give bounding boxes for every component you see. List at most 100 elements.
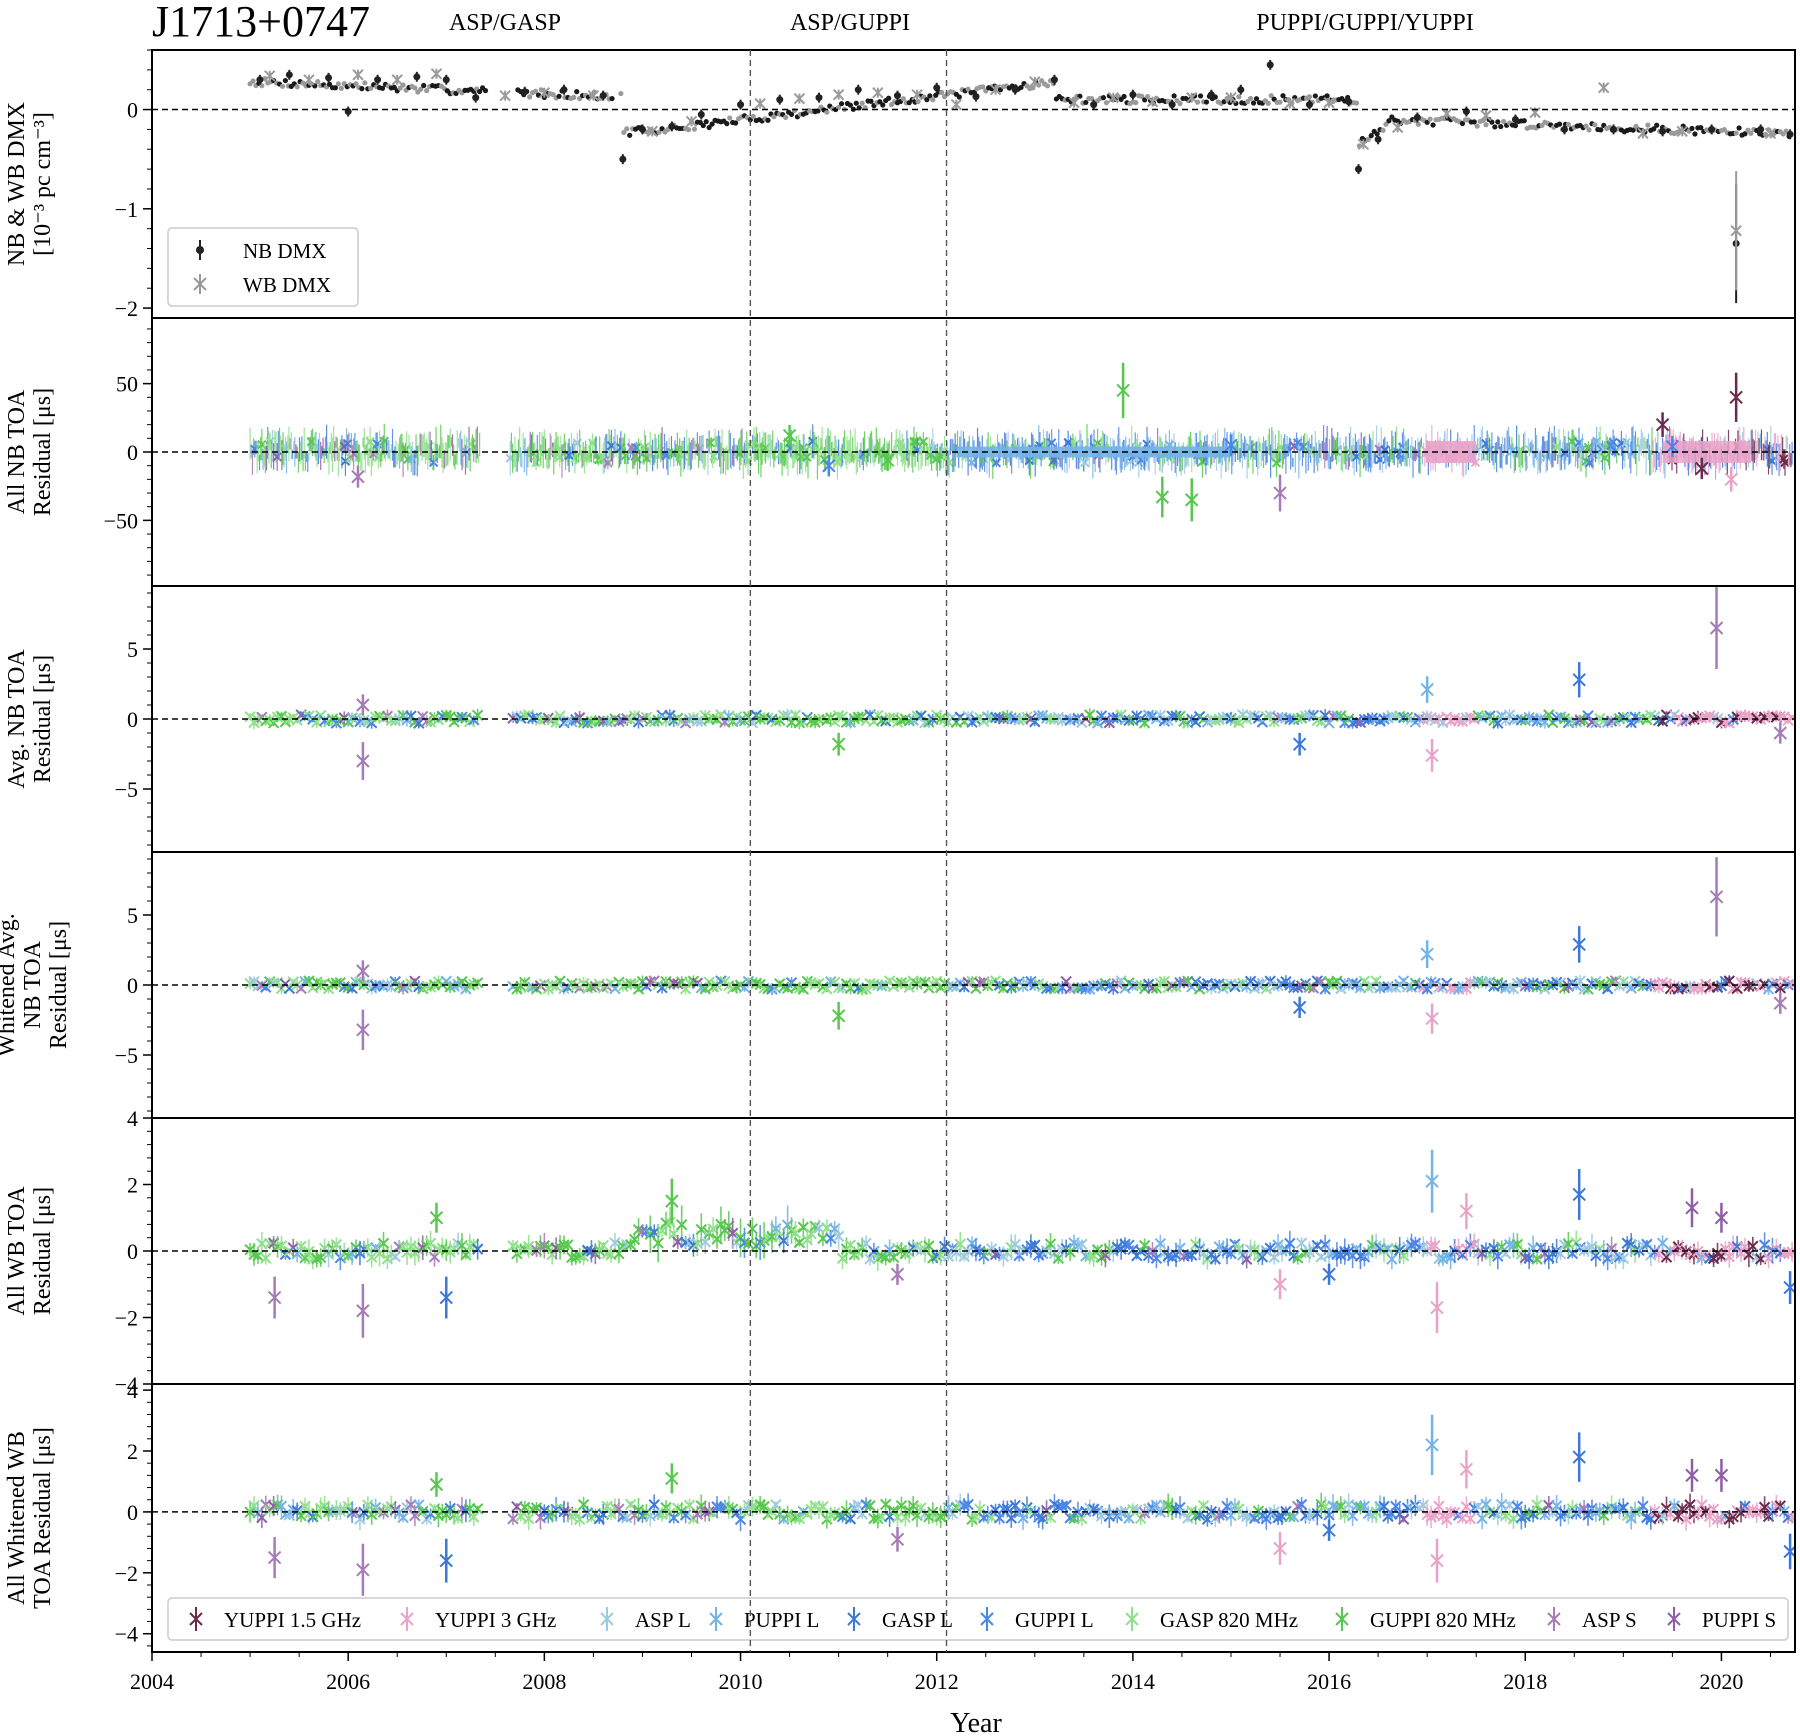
residual-point (609, 983, 621, 995)
dmx-point (915, 98, 921, 105)
residual-point (746, 1223, 759, 1235)
dmx-point (733, 120, 739, 126)
y-axis-label: Residual [μs] (30, 1187, 56, 1315)
residual-point (1295, 1237, 1308, 1249)
dmx-point (1512, 123, 1519, 129)
residual-point (1401, 981, 1414, 993)
y-tick-label: 0 (127, 707, 138, 732)
dmx-point (412, 85, 418, 91)
dmx-point (421, 82, 427, 89)
wb-dmx-point (1676, 125, 1688, 138)
dmx-point (315, 78, 321, 85)
dmx-point (624, 126, 630, 132)
residual-point (1696, 712, 1708, 724)
residual-point (709, 451, 719, 462)
residual-point (923, 1240, 935, 1252)
dmx-point (527, 94, 533, 100)
dmx-point (1698, 124, 1704, 131)
dmx-point (1583, 123, 1589, 129)
residual-point (1209, 1253, 1221, 1265)
outlier-point (356, 698, 370, 712)
dmx-point (1103, 100, 1110, 106)
residual-point (1225, 1247, 1237, 1260)
wb-dmx-point (1392, 121, 1404, 134)
dmx-point (1474, 123, 1480, 129)
dmx-point (1565, 121, 1572, 128)
figure-title: J1713+0747 (152, 0, 370, 46)
outlier-point (1773, 726, 1787, 740)
wb-dmx-point (646, 125, 658, 138)
nb-dmx-point (1168, 101, 1176, 109)
nb-dmx-point (285, 71, 293, 79)
dmx-point (853, 100, 859, 106)
dmx-point (900, 96, 906, 102)
panel-all_nb: 50 0 −50 All NB TOA Residual [μs] (4, 317, 1796, 587)
dmx-point (824, 109, 830, 115)
residual-point (758, 1500, 770, 1513)
dmx-point (706, 124, 712, 131)
plot-area (244, 857, 1795, 1050)
nb-dmx-point (1511, 115, 1519, 123)
dmx-point (924, 97, 930, 103)
dmx-point (621, 129, 627, 136)
nb-dmx-point (1266, 61, 1274, 69)
outlier-point (1292, 737, 1307, 751)
residual-point (675, 1219, 688, 1231)
outlier-point (831, 737, 846, 751)
dmx-point (703, 119, 709, 125)
nb-dmx-point (668, 122, 676, 130)
nb-dmx-point (1129, 91, 1137, 99)
residual-point (832, 1230, 845, 1243)
nb-dmx-point (854, 86, 862, 94)
wb-dmx-point (1730, 224, 1742, 237)
y-tick-label: −4 (115, 1372, 138, 1397)
dmx-point (927, 93, 933, 99)
residual-point (852, 711, 864, 723)
residual-point (1303, 981, 1316, 994)
residual-point (668, 1512, 680, 1524)
residual-point (1107, 712, 1119, 724)
dmx-point (335, 81, 341, 87)
nb-dmx-point (472, 94, 480, 102)
nb-dmx-point (256, 76, 264, 84)
residual-point (471, 1243, 484, 1255)
wb-dmx-point (1637, 127, 1649, 140)
wb-dmx-point (793, 92, 806, 105)
dmx-point (379, 85, 386, 91)
dmx-point (477, 88, 483, 95)
outlier-point (1572, 937, 1586, 952)
outlier-point (439, 1290, 453, 1305)
residual-point (1433, 981, 1445, 994)
outlier-point (1155, 490, 1170, 504)
residual-point (1319, 983, 1331, 995)
dmx-point (1100, 95, 1107, 101)
dmx-point (1521, 118, 1527, 124)
y-axis-label: Whitened Avg. (0, 913, 20, 1057)
residual-point (1786, 978, 1795, 990)
dmx-point (1430, 122, 1436, 128)
nb-dmx-point (1413, 113, 1421, 121)
dmx-point (783, 114, 789, 120)
dmx-point (353, 81, 359, 87)
residual-point (1767, 456, 1777, 466)
y-tick-label: 0 (127, 440, 138, 465)
y-tick-label: 4 (127, 1106, 138, 1131)
nb-dmx-point (1237, 86, 1245, 94)
residual-point (621, 1512, 633, 1524)
nb-dmx-point (893, 92, 901, 100)
residual-point (1150, 1252, 1163, 1264)
dmx-point (550, 92, 556, 98)
outlier-point (1224, 438, 1238, 452)
residual-point (330, 977, 343, 989)
residual-point (343, 438, 353, 449)
dmx-point (1654, 122, 1660, 128)
outlier-point (1425, 1011, 1439, 1026)
outlier-point (1665, 439, 1680, 454)
residual-point (1605, 715, 1618, 727)
y-axis-label: [10⁻³ pc cm⁻³] (30, 112, 56, 256)
y-axis-label: Residual [μs] (30, 655, 56, 783)
nb-dmx-point (1207, 91, 1215, 99)
residual-point (1076, 1238, 1088, 1250)
nb-dmx-point (697, 111, 705, 119)
residual-point (275, 1500, 288, 1512)
